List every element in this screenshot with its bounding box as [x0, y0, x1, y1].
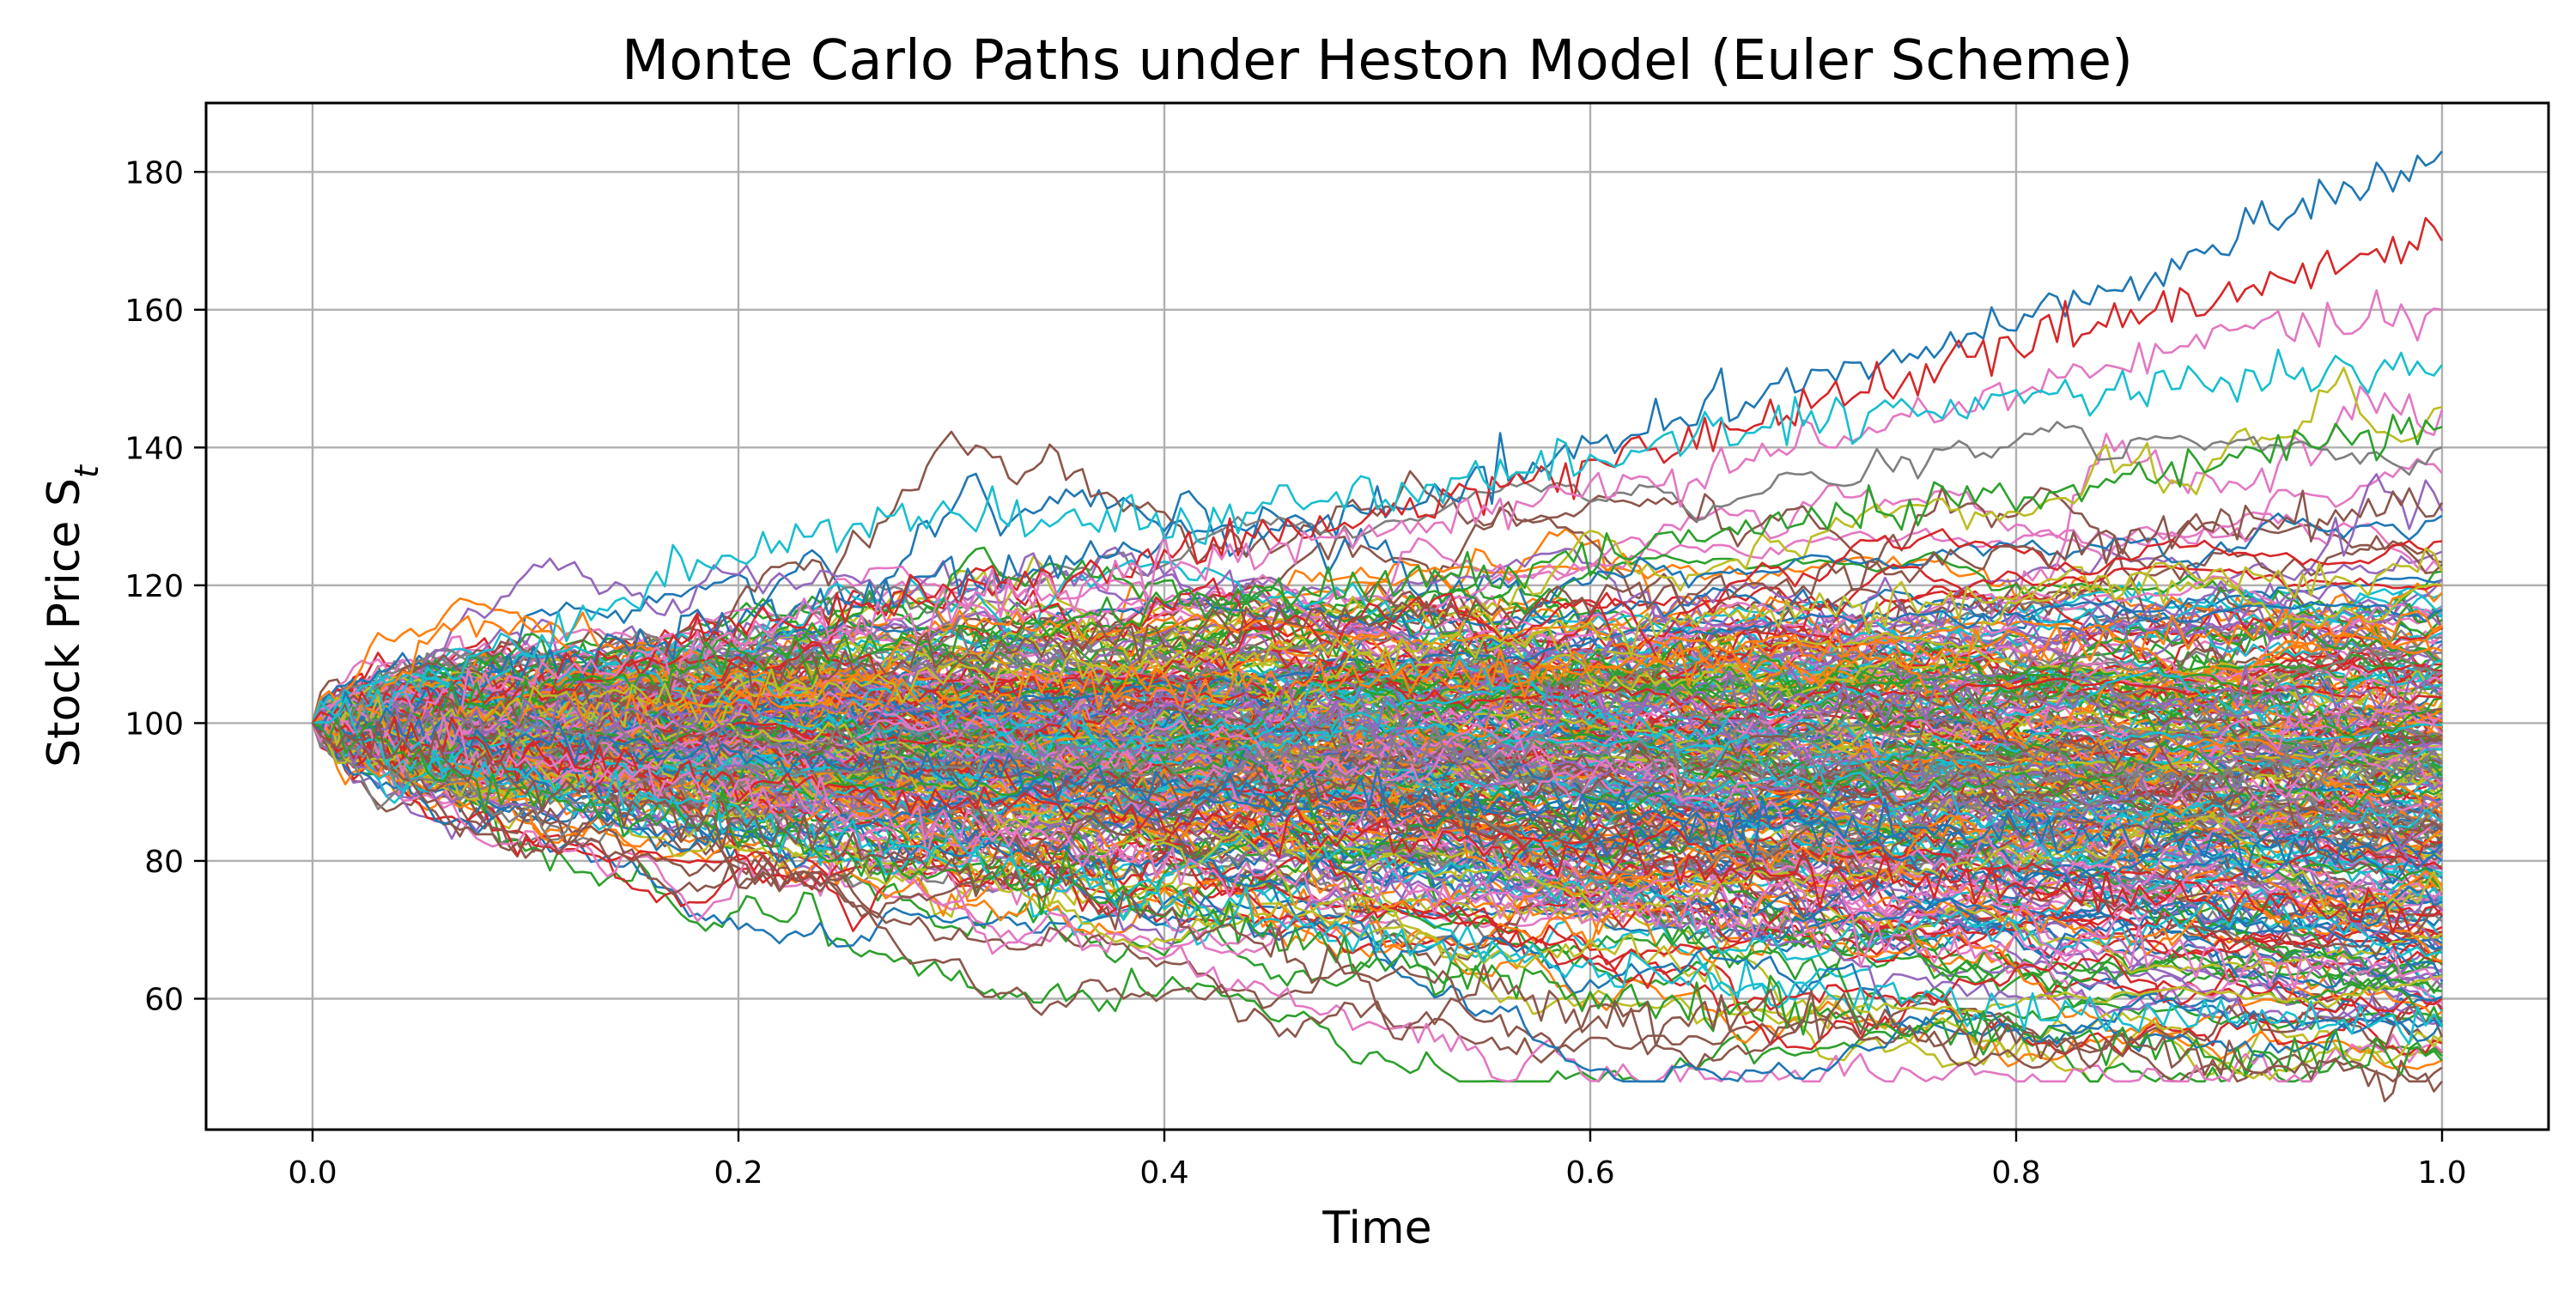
series-line-sim-298 [312, 694, 2444, 920]
chart-title: Monte Carlo Paths under Heston Model (Eu… [622, 29, 2133, 93]
series-group [311, 150, 2444, 1103]
x-tick-label-4: 0.8 [1991, 1155, 2040, 1191]
series-line-sim-268 [312, 679, 2443, 791]
series-line-sim-289 [312, 666, 2443, 813]
series-line-sim-288 [312, 561, 2443, 767]
x-tick-label-3: 0.6 [1565, 1155, 1614, 1191]
series-line-sim-290 [312, 722, 2443, 927]
series-line-sim-185 [312, 430, 2444, 761]
y-tick-label-2: 100 [125, 706, 184, 742]
series-line-3 [311, 349, 2444, 724]
series-line-sim-198 [312, 367, 2443, 803]
y-axis-label: Stock Price St [39, 464, 106, 767]
y-tick-label-4: 140 [125, 431, 184, 466]
series-line-12 [311, 714, 2443, 991]
series-line-sim-190 [311, 576, 2443, 724]
y-axis-label-subscript: t [68, 464, 106, 478]
ticks: 0.0 0.2 0.4 0.6 0.8 1.0 60 80 100 120 140 160 180 [125, 155, 2466, 1191]
series-line-10 [312, 706, 2443, 885]
x-tick-label-0: 0.0 [288, 1155, 337, 1191]
series-line-7 [312, 608, 2443, 736]
series-line-sim-245 [312, 694, 2444, 1070]
series-line-sim-186 [312, 683, 2443, 1083]
series-line-5 [312, 487, 2444, 740]
y-tick-label-5: 160 [125, 294, 184, 329]
series-line-11 [311, 711, 2443, 936]
series-line-sim-295 [312, 691, 2443, 866]
y-tick-label-3: 120 [125, 569, 184, 604]
x-axis-label: Time [1321, 1203, 1431, 1254]
plot-frame [204, 101, 2550, 1131]
series-line-15 [311, 720, 2444, 1103]
series-line-9 [312, 699, 2443, 792]
series-line-sim-283 [312, 670, 2443, 776]
y-tick-label-0: 60 [144, 982, 184, 1017]
x-tick-label-5: 1.0 [2417, 1155, 2466, 1191]
series-line-8 [312, 664, 2443, 742]
series-line-6 [312, 547, 2444, 748]
y-tick-label-6: 180 [125, 155, 184, 191]
x-tick-label-1: 0.2 [714, 1155, 762, 1191]
x-tick-label-2: 0.4 [1139, 1155, 1188, 1191]
series-line-sim-291 [312, 609, 2443, 813]
y-axis-label-main: Stock Price S [39, 478, 90, 767]
series-line-14 [312, 717, 2444, 1076]
y-tick-label-1: 80 [144, 845, 184, 880]
series-line-2 [312, 289, 2443, 738]
